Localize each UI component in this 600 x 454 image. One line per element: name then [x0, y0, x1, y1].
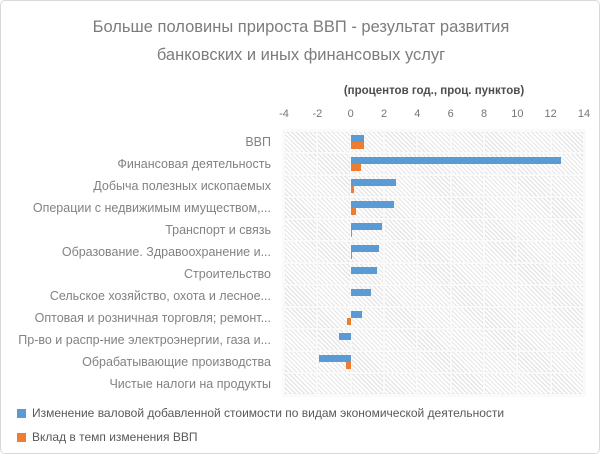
bar-series-0-row-7	[350, 289, 371, 296]
vertical-gridline	[583, 131, 585, 395]
x-tick-label: 4	[414, 108, 421, 120]
chart-units-label: (процентов год., проц. пунктов)	[343, 85, 525, 97]
horizontal-gridline	[284, 350, 584, 352]
category-label: Пр-во и распр-ние электроэнергии, газа и…	[18, 333, 271, 347]
category-label: Оптовая и розничная торговля; ремонт...	[34, 311, 271, 325]
horizontal-gridline	[284, 328, 584, 330]
legend-label: Изменение валовой добавленной стоимости …	[32, 406, 505, 420]
x-tick-label: -4	[279, 108, 289, 120]
x-tick-label: 0	[347, 108, 354, 120]
category-label: Финансовая деятельность	[117, 157, 271, 171]
bar-series-0-row-3	[350, 201, 394, 208]
x-tick-label: 12	[544, 108, 557, 120]
horizontal-gridline	[284, 372, 584, 374]
bar-series-0-row-1	[350, 157, 561, 164]
horizontal-gridline	[284, 240, 584, 242]
category-label: ВВП	[245, 135, 271, 149]
bar-series-0-row-9	[339, 333, 351, 340]
legend-item: Вклад в темп изменения ВВП	[17, 425, 577, 449]
x-tick-label: 8	[480, 108, 488, 120]
category-label: Обрабатывающие производства	[82, 355, 271, 369]
bar-series-1-row-8	[347, 318, 351, 325]
bar-series-1-row-1	[350, 164, 361, 171]
horizontal-gridline	[284, 218, 584, 220]
horizontal-gridline	[284, 394, 584, 396]
plot-area	[283, 130, 585, 396]
bar-series-1-row-3	[350, 208, 356, 215]
legend-label: Вклад в темп изменения ВВП	[32, 430, 198, 444]
category-label: Образование. Здравоохранение и...	[61, 245, 271, 259]
bar-series-1-row-2	[350, 186, 354, 193]
horizontal-gridline	[284, 306, 584, 308]
category-label: Чистые налоги на продукты	[109, 377, 271, 391]
bar-series-0-row-6	[350, 267, 378, 274]
horizontal-gridline	[284, 284, 584, 286]
category-label: Сельское хозяйство, охота и лесное...	[49, 289, 271, 303]
horizontal-gridline	[284, 152, 584, 154]
category-label: Операции с недвижимым имуществом,...	[32, 201, 271, 215]
x-tick-label: 10	[511, 108, 524, 120]
chart-title: Больше половины прироста ВВП - результат…	[92, 18, 510, 64]
legend-swatch-icon	[17, 409, 26, 418]
x-tick-label: 2	[380, 108, 388, 120]
x-axis: -4 -2 0 2 4 6 8 10 12 14	[1, 108, 599, 124]
legend: Изменение валовой добавленной стоимости …	[17, 401, 577, 449]
bar-series-0-row-0	[350, 135, 364, 142]
bar-series-0-row-8	[350, 311, 363, 318]
horizontal-gridline	[284, 196, 584, 198]
category-label: Добыча полезных ископаемых	[93, 179, 271, 193]
bar-series-1-row-10	[345, 362, 351, 369]
x-tick-label: 6	[447, 108, 454, 120]
bar-series-0-row-2	[350, 179, 396, 186]
horizontal-gridline	[284, 262, 584, 264]
bar-series-1-row-0	[350, 142, 364, 149]
category-label: Транспорт и связь	[165, 223, 271, 237]
bar-series-0-row-4	[350, 223, 383, 230]
x-tick-label: -2	[312, 108, 323, 120]
bar-series-0-row-5	[350, 245, 379, 252]
category-label: Строительство	[184, 267, 271, 281]
horizontal-gridline	[284, 130, 584, 132]
legend-swatch-icon	[17, 433, 26, 442]
x-tick-label: 14	[577, 108, 591, 120]
bar-series-0-row-10	[319, 355, 351, 362]
bar-series-1-row-4	[350, 230, 353, 237]
bar-series-1-row-5	[350, 252, 353, 259]
legend-item: Изменение валовой добавленной стоимости …	[17, 401, 577, 425]
horizontal-gridline	[284, 174, 584, 176]
